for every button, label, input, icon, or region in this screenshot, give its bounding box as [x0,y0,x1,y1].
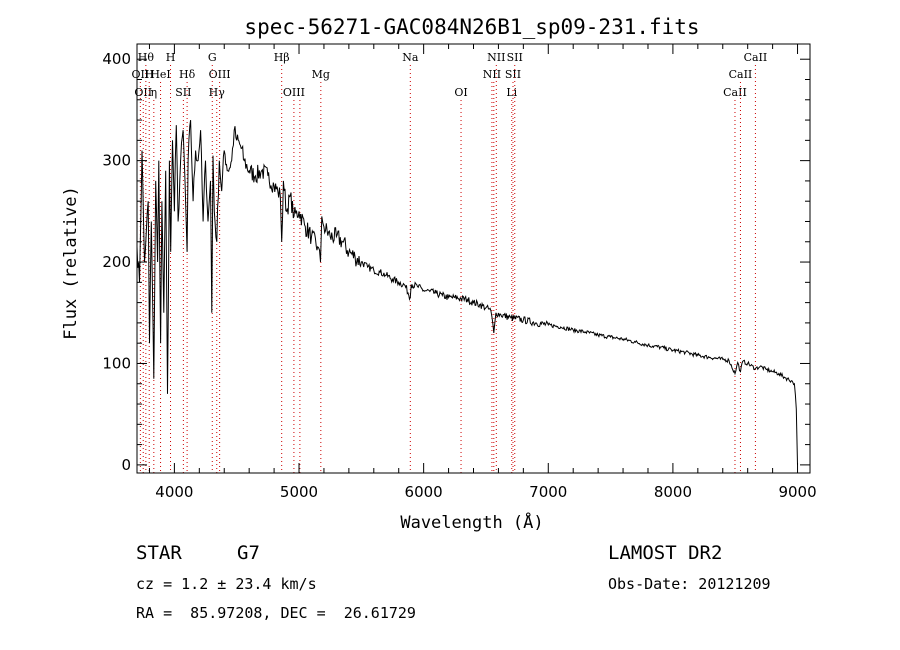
observation-date: Obs-Date: 20121209 [608,575,771,593]
spectral-line-label: CaII [723,86,747,99]
spectral-lines-layer: OIIOIIHθHηHeIHSIIHδGHγOIIIHβOIIIMgNaOINI… [132,51,768,473]
coordinates-readout: RA = 85.97208, DEC = 26.61729 [136,604,416,622]
x-tick-label: 7000 [529,483,567,501]
spectral-line-label: OIII [283,86,305,99]
y-tick-label: 200 [102,253,131,271]
spectral-line-label: η [151,86,158,99]
spectrum-chart: spec-56271-GAC084N26B1_sp09-231.fits Flu… [61,15,817,533]
object-subclass: G7 [237,542,260,564]
x-tick-label: 5000 [280,483,318,501]
x-tick-label: 8000 [654,483,692,501]
y-tick-label: 0 [121,456,131,474]
spectral-line-label: CaII [729,68,753,81]
y-tick-label: 100 [102,354,131,372]
spectral-line-label: HeI [150,68,170,81]
redshift-readout: cz = 1.2 ± 23.4 km/s [136,575,317,593]
spectral-line-label: Mg [312,68,330,81]
spectral-line-label: G [208,51,217,64]
spectral-line-label: SII [505,68,521,81]
chart-title: spec-56271-GAC084N26B1_sp09-231.fits [244,15,699,39]
spectral-line-label: OII [132,68,150,81]
axes-layer: 4000 5000 6000 7000 8000 9000 0 100 200 300 400 [102,43,817,501]
spectral-line-label: CaII [744,51,768,64]
spectral-line-label: SII [507,51,523,64]
spectral-line-label: Hγ [209,86,226,99]
y-axis-label: Flux (relative) [61,186,81,340]
spectral-line-label: Hδ [179,68,196,81]
spectral-line-label: NII [483,68,501,81]
spectral-line-label: Li [506,86,517,99]
spectral-line-label: Hθ [138,51,155,64]
spectral-line-label: SII [175,86,191,99]
spectrum-layer [136,120,798,465]
spectral-line-label: Na [402,51,419,64]
object-class: STAR [136,542,182,564]
spectral-line-label: NII [487,51,505,64]
y-tick-label: 300 [102,152,131,170]
spectral-line-label: OIII [209,68,231,81]
spectral-line-label: H [166,51,176,64]
plot-frame [136,43,811,474]
x-tick-label: 4000 [155,483,193,501]
spectral-line-label: Hβ [274,51,290,64]
x-axis-label: Wavelength (Å) [400,511,543,533]
x-tick-label: 6000 [405,483,443,501]
data-release: LAMOST DR2 [608,542,723,564]
spectral-line-label: OII [134,86,152,99]
x-tick-label: 9000 [778,483,816,501]
y-tick-label: 400 [102,50,131,68]
spectrum-line [136,120,798,465]
spectral-line-label: H [144,68,154,81]
spectral-line-label: OI [454,86,467,99]
